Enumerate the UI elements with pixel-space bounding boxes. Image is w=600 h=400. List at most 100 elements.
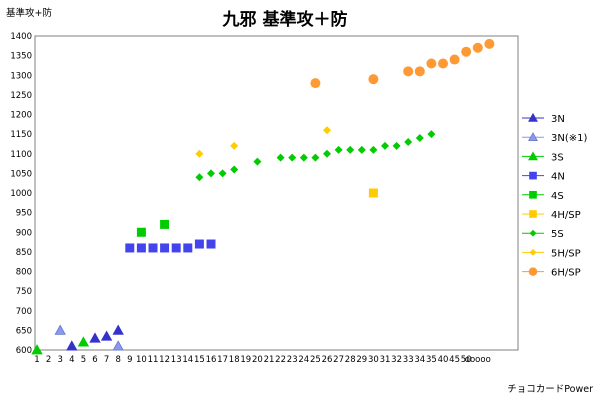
x-tick-label: 9 xyxy=(127,355,132,365)
legend: 3N 3N(※1) 3S 4N 4S 4H/SP 5S 5H/SP 6H/SP xyxy=(522,112,587,279)
data-point xyxy=(310,78,321,89)
legend-marker xyxy=(528,112,538,122)
data-point xyxy=(160,243,170,253)
y-axis: 600 650 700 750 800 850 900 950 1000 1050 1100 1150… xyxy=(10,32,32,356)
data-point xyxy=(381,141,389,150)
plot-area xyxy=(34,35,519,351)
legend-marker xyxy=(529,190,537,199)
data-point xyxy=(195,173,204,182)
y-tick-label: 600 xyxy=(16,346,32,356)
data-point xyxy=(100,330,113,341)
data-point xyxy=(404,137,413,146)
y-tick-label: 1300 xyxy=(10,71,32,81)
x-tick-label: 28 xyxy=(345,355,356,365)
x-tick-label: 17 xyxy=(217,355,228,365)
x-tick-label: 18 xyxy=(229,355,240,365)
x-tick-label: 50 xyxy=(461,355,472,365)
x-tick-label: 11 xyxy=(148,355,159,365)
legend-marker xyxy=(528,132,538,142)
data-point xyxy=(392,141,401,150)
y-tick-label: 1050 xyxy=(10,169,32,179)
x-tick-label: 26 xyxy=(322,355,333,365)
data-point xyxy=(183,243,193,253)
legend-label: 4S xyxy=(551,191,564,202)
legend-box xyxy=(520,100,598,270)
data-point xyxy=(369,145,378,154)
x-tick-label: 27 xyxy=(333,355,344,365)
data-point xyxy=(334,145,343,154)
data-point xyxy=(125,243,135,253)
data-point xyxy=(368,188,378,198)
legend-label: 5H/SP xyxy=(551,248,581,259)
data-point xyxy=(136,243,146,253)
legend-label: 4N xyxy=(551,172,565,183)
x-tick-label: 35 xyxy=(426,355,437,365)
data-point xyxy=(160,219,170,229)
data-point xyxy=(207,169,215,178)
data-point xyxy=(276,153,285,162)
x-tick-label: 6 xyxy=(92,355,97,365)
y-tick-label: 1150 xyxy=(10,130,32,140)
x-tick-label: 22 xyxy=(275,355,286,365)
legend-label: 3N xyxy=(551,114,565,125)
x-tick-label: ooooo xyxy=(465,355,491,365)
data-point xyxy=(414,66,425,77)
data-point xyxy=(461,46,472,57)
data-point xyxy=(194,239,204,249)
data-point xyxy=(218,169,227,178)
x-tick-label: 23 xyxy=(287,355,298,365)
y-tick-label: 1100 xyxy=(10,150,32,160)
data-point xyxy=(195,149,204,158)
data-point xyxy=(449,54,460,65)
data-point xyxy=(31,344,43,355)
legend-label: 5S xyxy=(551,229,564,240)
y-tick-label: 950 xyxy=(16,209,32,219)
data-point xyxy=(230,141,239,150)
legend-marker xyxy=(529,171,537,180)
x-tick-label: 21 xyxy=(264,355,275,365)
x-tick-label: 31 xyxy=(380,355,391,365)
x-tick-label: 7 xyxy=(104,355,109,365)
y-axis-label: 基準攻+防 xyxy=(6,7,52,19)
legend-label: 3N(※1) xyxy=(551,133,587,144)
chart-footnote: チョコカードPower xyxy=(507,384,593,395)
y-tick-label: 1200 xyxy=(10,111,32,121)
x-tick-label: 19 xyxy=(240,355,251,365)
x-tick-label: 1 xyxy=(34,355,39,365)
x-tick-label: 20 xyxy=(252,355,263,365)
x-tick-label: 15 xyxy=(194,355,205,365)
data-point xyxy=(484,38,495,49)
legend-label: 6H/SP xyxy=(551,268,581,279)
data-point xyxy=(415,134,424,143)
x-tick-label: 24 xyxy=(298,355,309,365)
y-tick-label: 850 xyxy=(16,248,32,258)
data-point xyxy=(323,149,331,158)
y-tick-label: 700 xyxy=(16,307,32,317)
x-tick-label: 30 xyxy=(368,355,379,365)
x-axis: 1 2 3 4 5 6 7 8 9 10 11 12 13 14 15 16 17 18 19 20 21 22 23 24 2… xyxy=(34,355,491,365)
data-point xyxy=(136,227,146,237)
data-point xyxy=(112,340,124,351)
data-point xyxy=(206,239,216,249)
x-tick-label: 45 xyxy=(449,355,460,365)
y-tick-label: 1000 xyxy=(10,189,32,199)
legend-label: 4H/SP xyxy=(551,210,581,221)
x-tick-label: 34 xyxy=(414,355,425,365)
x-tick-label: 33 xyxy=(403,355,414,365)
data-point xyxy=(323,126,331,135)
legend-marker xyxy=(528,267,538,276)
data-point xyxy=(426,58,437,69)
data-point xyxy=(288,153,297,162)
data-point xyxy=(171,243,181,253)
legend-marker xyxy=(529,229,537,237)
legend-marker xyxy=(529,249,537,256)
y-tick-label: 900 xyxy=(16,228,32,238)
x-tick-label: 14 xyxy=(182,355,193,365)
y-tick-label: 800 xyxy=(16,268,32,278)
x-tick-label: 29 xyxy=(356,355,367,365)
x-tick-label: 2 xyxy=(46,355,51,365)
chart-title: 九邪 基準攻＋防 xyxy=(222,9,348,30)
legend-marker xyxy=(529,210,537,218)
y-tick-label: 1250 xyxy=(10,91,32,101)
